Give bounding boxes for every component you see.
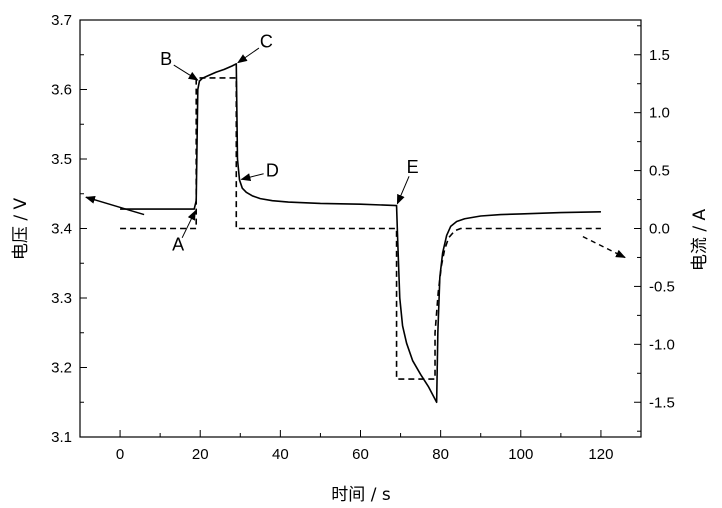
y-right-tick-label: -0.5 [649,278,675,295]
annotation-layer: A B C D E [85,32,626,259]
y-left-tick-label: 3.5 [51,151,72,168]
annotation-arrow-a [181,209,196,239]
x-tick-label: 40 [272,446,289,463]
annotation-arrow-d [240,173,264,182]
x-tick-label: 0 [116,446,124,463]
y-left-tick-label: 3.4 [51,221,72,238]
x-tick-label: 60 [352,446,369,463]
y-right-tick-label: 0.0 [649,221,670,238]
y-right-tick-label: -1.5 [649,394,675,411]
x-tick-label: 80 [432,446,449,463]
annotation-label-c: C [260,32,273,52]
x-tick-label: 120 [588,446,613,463]
x-tick-label: 100 [508,446,533,463]
y-left-tick-label: 3.1 [51,429,72,446]
y-left-tick-label: 3.7 [51,12,72,29]
annotation-arrow-e [396,176,410,205]
annotation-arrow-b [173,64,199,81]
y-right-tick-label: 0.5 [649,163,670,180]
annotation-label-e: E [407,157,419,177]
y-left-tick-label: 3.3 [51,290,72,307]
current-series-line [120,77,601,380]
x-axis-title: 时间 / s [331,485,391,505]
annotation-label-d: D [266,160,279,180]
y-left-axis-title: 电压 / V [11,198,31,261]
y-right-tick-label: 1.5 [649,47,670,64]
ticks-layer: 0 20 40 60 80 100 120 3.1 3.2 3.3 3.4 3.5 3.6 3.7 -1.5… [51,12,675,463]
voltage-series-line [120,62,601,404]
y-right-tick-label: -1.0 [649,336,675,353]
annotation-arrow-c [237,47,260,64]
y-left-tick-label: 3.6 [51,82,72,99]
y-right-axis-title: 电流 / A [690,209,710,272]
y-right-tick-label: 1.0 [649,105,670,122]
annotation-label-a: A [172,235,184,255]
series-layer [120,62,601,404]
x-tick-label: 20 [192,446,209,463]
current-axis-indicator-arrow [582,235,626,259]
annotation-label-b: B [160,49,172,69]
y-left-tick-label: 3.2 [51,360,72,377]
voltage-axis-indicator-arrow [85,195,145,216]
